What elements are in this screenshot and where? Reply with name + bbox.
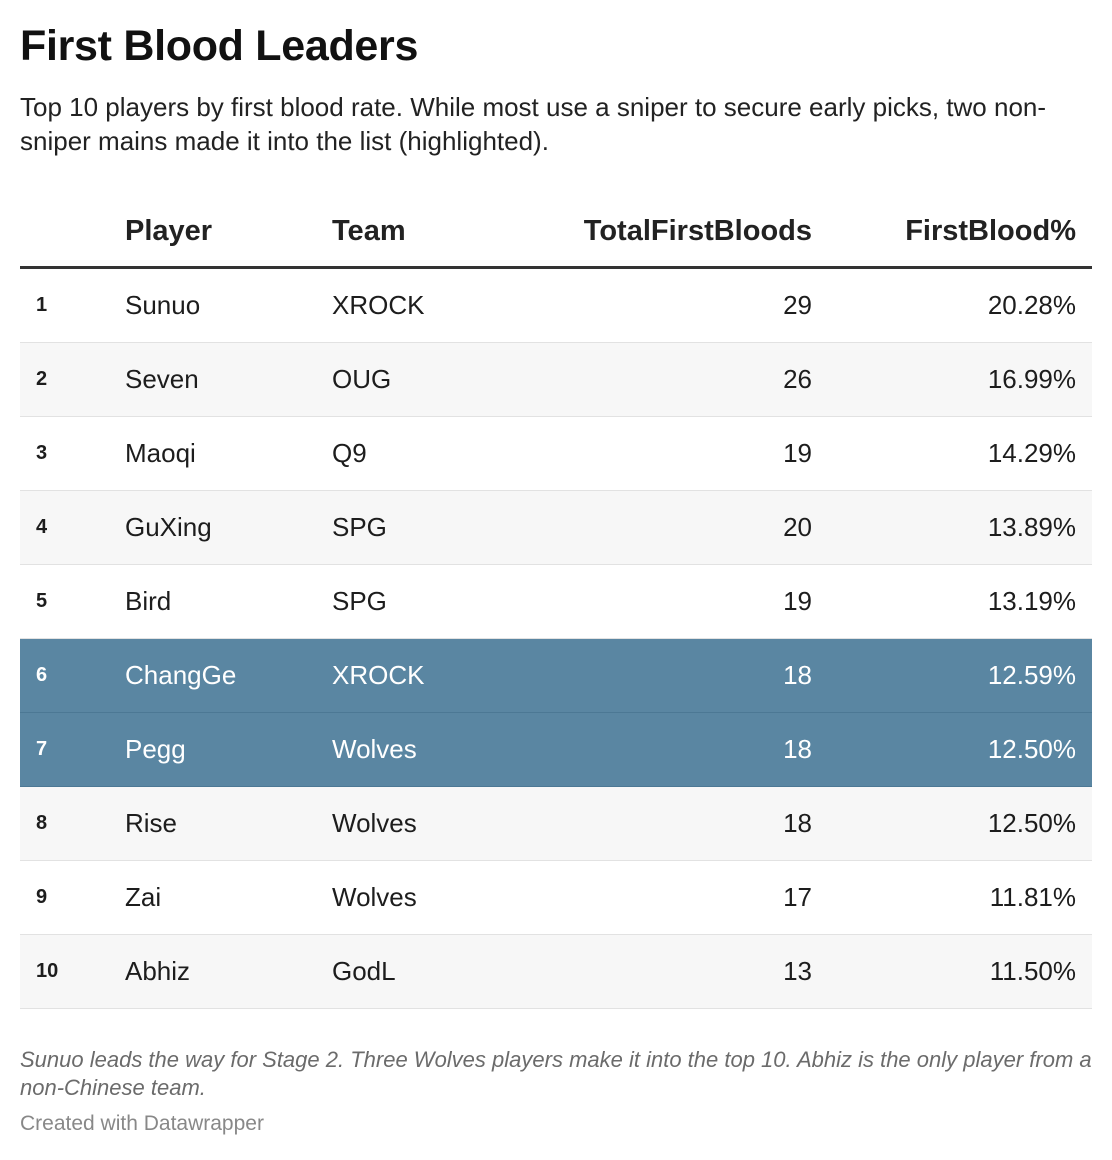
first-blood-rate-cell: 16.99% <box>812 342 1092 417</box>
first-blood-rate-cell: 12.50% <box>812 712 1092 787</box>
player-cell: Rise <box>125 786 332 861</box>
table-row: 5 Bird SPG 19 13.19% <box>20 564 1092 639</box>
rank-cell: 8 <box>20 786 125 861</box>
column-header-total-first-bloods[interactable]: TotalFirstBloods <box>492 196 812 269</box>
chart-notes: Sunuo leads the way for Stage 2. Three W… <box>20 1047 1092 1100</box>
table-row-highlighted: 6 ChangGe XROCK 18 12.59% <box>20 638 1092 713</box>
rank-cell: 5 <box>20 564 125 639</box>
column-header-team[interactable]: Team <box>332 196 492 269</box>
table-header-row: Player Team TotalFirstBloods FirstBlood% <box>20 196 1092 269</box>
first-blood-rate-cell: 14.29% <box>812 416 1092 491</box>
team-cell: SPG <box>332 490 492 565</box>
team-cell: XROCK <box>332 638 492 713</box>
rank-cell: 3 <box>20 416 125 491</box>
team-cell: Wolves <box>332 786 492 861</box>
chart-subtitle: Top 10 players by first blood rate. Whil… <box>20 92 1047 156</box>
column-header-rank <box>20 196 125 269</box>
player-cell: Seven <box>125 342 332 417</box>
table-row: 10 Abhiz GodL 13 11.50% <box>20 934 1092 1009</box>
total-first-bloods-cell: 19 <box>492 564 812 639</box>
rank-cell: 6 <box>20 638 125 713</box>
rank-cell: 4 <box>20 490 125 565</box>
leaders-table: Player Team TotalFirstBloods FirstBlood%… <box>20 196 1092 1009</box>
total-first-bloods-cell: 20 <box>492 490 812 565</box>
table-body: 1 Sunuo XROCK 29 20.28% 2 Seven OUG 26 16.99% 3 Mao… <box>20 267 1092 1009</box>
credit-link[interactable]: Created with Datawrapper <box>20 1112 264 1135</box>
total-first-bloods-cell: 18 <box>492 712 812 787</box>
rank-cell: 10 <box>20 934 125 1009</box>
first-blood-rate-cell: 12.50% <box>812 786 1092 861</box>
table-row: 4 GuXing SPG 20 13.89% <box>20 490 1092 565</box>
team-cell: Wolves <box>332 860 492 935</box>
column-header-player[interactable]: Player <box>125 196 332 269</box>
rank-cell: 9 <box>20 860 125 935</box>
rank-cell: 7 <box>20 712 125 787</box>
player-cell: Pegg <box>125 712 332 787</box>
first-blood-rate-cell: 20.28% <box>812 267 1092 343</box>
player-cell: Zai <box>125 860 332 935</box>
total-first-bloods-cell: 26 <box>492 342 812 417</box>
player-cell: GuXing <box>125 490 332 565</box>
player-cell: Sunuo <box>125 267 332 343</box>
team-cell: OUG <box>332 342 492 417</box>
table-row: 3 Maoqi Q9 19 14.29% <box>20 416 1092 491</box>
player-cell: Bird <box>125 564 332 639</box>
table-row: 8 Rise Wolves 18 12.50% <box>20 786 1092 861</box>
table-row: 9 Zai Wolves 17 11.81% <box>20 860 1092 935</box>
first-blood-rate-cell: 12.59% <box>812 638 1092 713</box>
rank-cell: 2 <box>20 342 125 417</box>
team-cell: Q9 <box>332 416 492 491</box>
column-header-first-blood-rate[interactable]: FirstBlood% <box>812 196 1092 269</box>
team-cell: Wolves <box>332 712 492 787</box>
table-row-highlighted: 7 Pegg Wolves 18 12.50% <box>20 712 1092 787</box>
first-blood-rate-cell: 13.19% <box>812 564 1092 639</box>
chart-title: First Blood Leaders <box>20 22 419 70</box>
team-cell: XROCK <box>332 267 492 343</box>
player-cell: Maoqi <box>125 416 332 491</box>
total-first-bloods-cell: 29 <box>492 267 812 343</box>
table-row: 1 Sunuo XROCK 29 20.28% <box>20 267 1092 343</box>
total-first-bloods-cell: 17 <box>492 860 812 935</box>
player-cell: ChangGe <box>125 638 332 713</box>
total-first-bloods-cell: 18 <box>492 786 812 861</box>
first-blood-rate-cell: 11.81% <box>812 860 1092 935</box>
total-first-bloods-cell: 19 <box>492 416 812 491</box>
rank-cell: 1 <box>20 267 125 343</box>
total-first-bloods-cell: 13 <box>492 934 812 1009</box>
first-blood-rate-cell: 11.50% <box>812 934 1092 1009</box>
team-cell: GodL <box>332 934 492 1009</box>
total-first-bloods-cell: 18 <box>492 638 812 713</box>
table-row: 2 Seven OUG 26 16.99% <box>20 342 1092 417</box>
player-cell: Abhiz <box>125 934 332 1009</box>
team-cell: SPG <box>332 564 492 639</box>
first-blood-rate-cell: 13.89% <box>812 490 1092 565</box>
